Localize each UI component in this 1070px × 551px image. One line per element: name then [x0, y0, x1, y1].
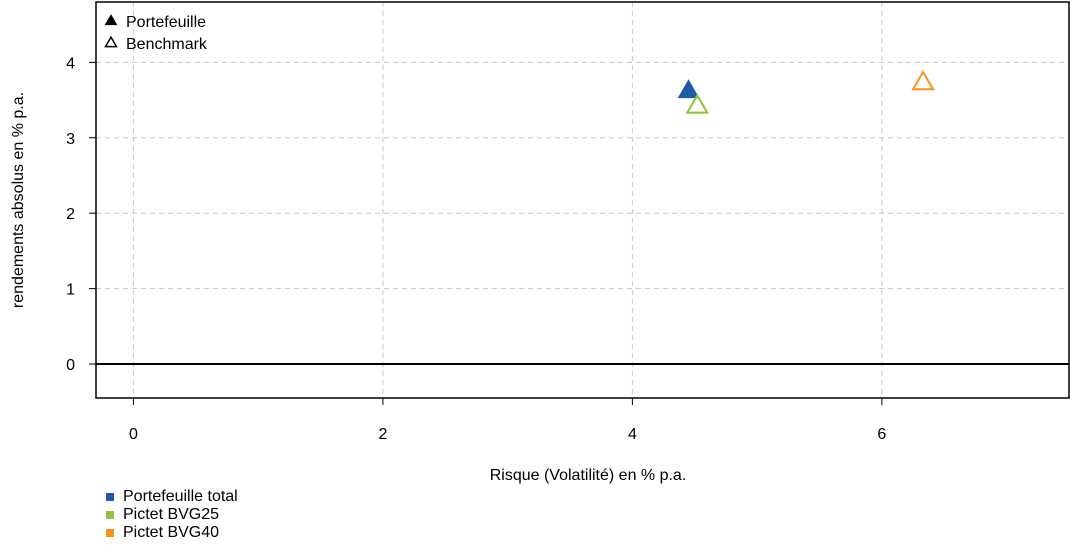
shape-legend: Portefeuille Benchmark	[104, 14, 208, 53]
open-triangle-icon	[104, 35, 118, 48]
x-tick-label: 2	[378, 426, 387, 443]
series-legend-label: Pictet BVG25	[123, 506, 220, 523]
shape-legend-label: Portefeuille	[126, 14, 206, 31]
x-tick-label: 0	[129, 426, 138, 443]
y-tick-label: 0	[66, 357, 75, 374]
x-axis-ticks: 0 2 4 6	[129, 398, 886, 443]
x-tick-label: 4	[628, 426, 637, 443]
series-legend-item: Pictet BVG25	[106, 506, 238, 524]
portfolio-point	[677, 79, 700, 99]
x-tick-label: 6	[877, 426, 886, 443]
y-axis-ticks: 0 1 2 3 4	[66, 55, 96, 374]
series-legend-item: Portefeuille total	[106, 488, 238, 506]
y-tick-label: 1	[66, 282, 75, 299]
data-points	[677, 69, 935, 114]
filled-triangle-icon	[104, 14, 118, 26]
grid-lines	[96, 2, 1069, 398]
plot-frame	[95, 1, 1070, 399]
series-swatch	[106, 529, 114, 537]
series-legend-item: Pictet BVG40	[106, 524, 238, 542]
benchmark-point	[685, 93, 709, 114]
y-tick-label: 2	[66, 206, 75, 223]
series-legend: Portefeuille total Pictet BVG25 Pictet BVG…	[106, 488, 238, 542]
shape-legend-label: Benchmark	[126, 36, 208, 53]
series-legend-label: Pictet BVG40	[123, 524, 220, 541]
x-axis-label: Risque (Volatilité) en % p.a.	[490, 467, 687, 484]
series-swatch	[106, 493, 114, 501]
series-legend-label: Portefeuille total	[123, 488, 238, 505]
y-axis-label: rendements absolus en % p.a.	[10, 92, 27, 308]
benchmark-point	[911, 69, 935, 91]
y-tick-label: 3	[66, 131, 75, 148]
y-tick-label: 4	[66, 55, 75, 72]
series-swatch	[106, 511, 114, 519]
